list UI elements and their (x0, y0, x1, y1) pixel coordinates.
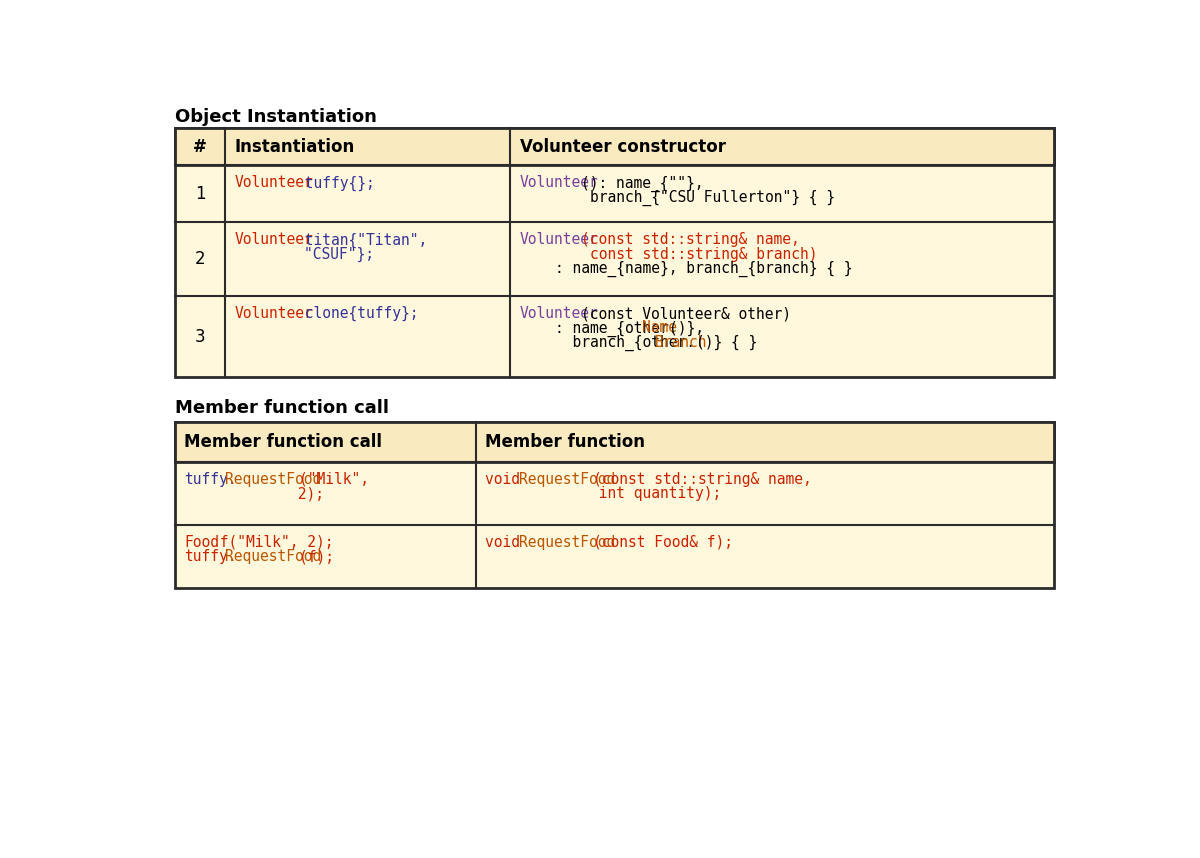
Text: Volunteer: Volunteer (520, 306, 599, 321)
Text: Member function call: Member function call (175, 399, 389, 417)
Text: "CSUF"};: "CSUF"}; (234, 246, 374, 262)
Text: Volunteer: Volunteer (234, 175, 313, 190)
Text: Member function call: Member function call (184, 432, 382, 450)
Text: Volunteer: Volunteer (520, 175, 599, 190)
Text: Instantiation: Instantiation (234, 138, 355, 156)
Text: 2);: 2); (184, 486, 324, 501)
Text: Food: Food (184, 535, 220, 550)
Text: ("Milk",: ("Milk", (299, 472, 370, 486)
Bar (175, 422, 1055, 588)
Text: Name: Name (642, 321, 677, 335)
Text: Volunteer: Volunteer (234, 233, 313, 247)
Text: Object Instantiation: Object Instantiation (175, 107, 377, 125)
Bar (175, 422, 1055, 462)
Text: #: # (193, 138, 206, 156)
Text: tuffy.: tuffy. (184, 472, 236, 486)
Text: RequestFood: RequestFood (224, 472, 322, 486)
Text: void: void (485, 535, 528, 550)
Text: 1: 1 (194, 184, 205, 202)
Text: int quantity);: int quantity); (485, 486, 721, 501)
Text: void: void (485, 472, 528, 486)
Text: const std::string& branch): const std::string& branch) (520, 246, 817, 262)
Bar (175, 129, 1055, 166)
Text: RequestFood: RequestFood (224, 549, 322, 565)
Bar (175, 129, 1055, 377)
Text: tuffy.: tuffy. (184, 549, 236, 565)
Text: Volunteer constructor: Volunteer constructor (520, 138, 726, 156)
Text: Volunteer: Volunteer (234, 306, 313, 321)
Text: f("Milk", 2);: f("Milk", 2); (211, 535, 334, 550)
Text: RequestFood: RequestFood (518, 535, 614, 550)
Text: Member function: Member function (485, 432, 644, 450)
Text: titan{"Titan",: titan{"Titan", (295, 233, 427, 247)
Text: ()} { }: ()} { } (696, 335, 757, 350)
Text: : name_{other.: : name_{other. (520, 321, 677, 336)
Text: (const std::string& name,: (const std::string& name, (593, 472, 812, 486)
Text: Volunteer: Volunteer (520, 233, 599, 247)
Text: branch_{"CSU Fullerton"} { }: branch_{"CSU Fullerton"} { } (520, 190, 835, 206)
Text: Branch: Branch (655, 335, 708, 350)
Text: (const std::string& name,: (const std::string& name, (581, 233, 799, 247)
Text: branch_{other.: branch_{other. (520, 335, 695, 351)
Text: ()},: ()}, (668, 321, 704, 335)
Text: clone{tuffy};: clone{tuffy}; (295, 306, 418, 322)
Text: (const Volunteer& other): (const Volunteer& other) (581, 306, 791, 321)
Text: 2: 2 (194, 251, 205, 269)
Text: (f);: (f); (299, 549, 335, 565)
Text: tuffy{};: tuffy{}; (295, 175, 374, 190)
Text: 3: 3 (194, 328, 205, 346)
Text: (): name_{""},: (): name_{""}, (581, 175, 703, 191)
Text: (const Food& f);: (const Food& f); (593, 535, 733, 550)
Text: RequestFood: RequestFood (518, 472, 614, 486)
Text: : name_{name}, branch_{branch} { }: : name_{name}, branch_{branch} { } (520, 261, 852, 277)
